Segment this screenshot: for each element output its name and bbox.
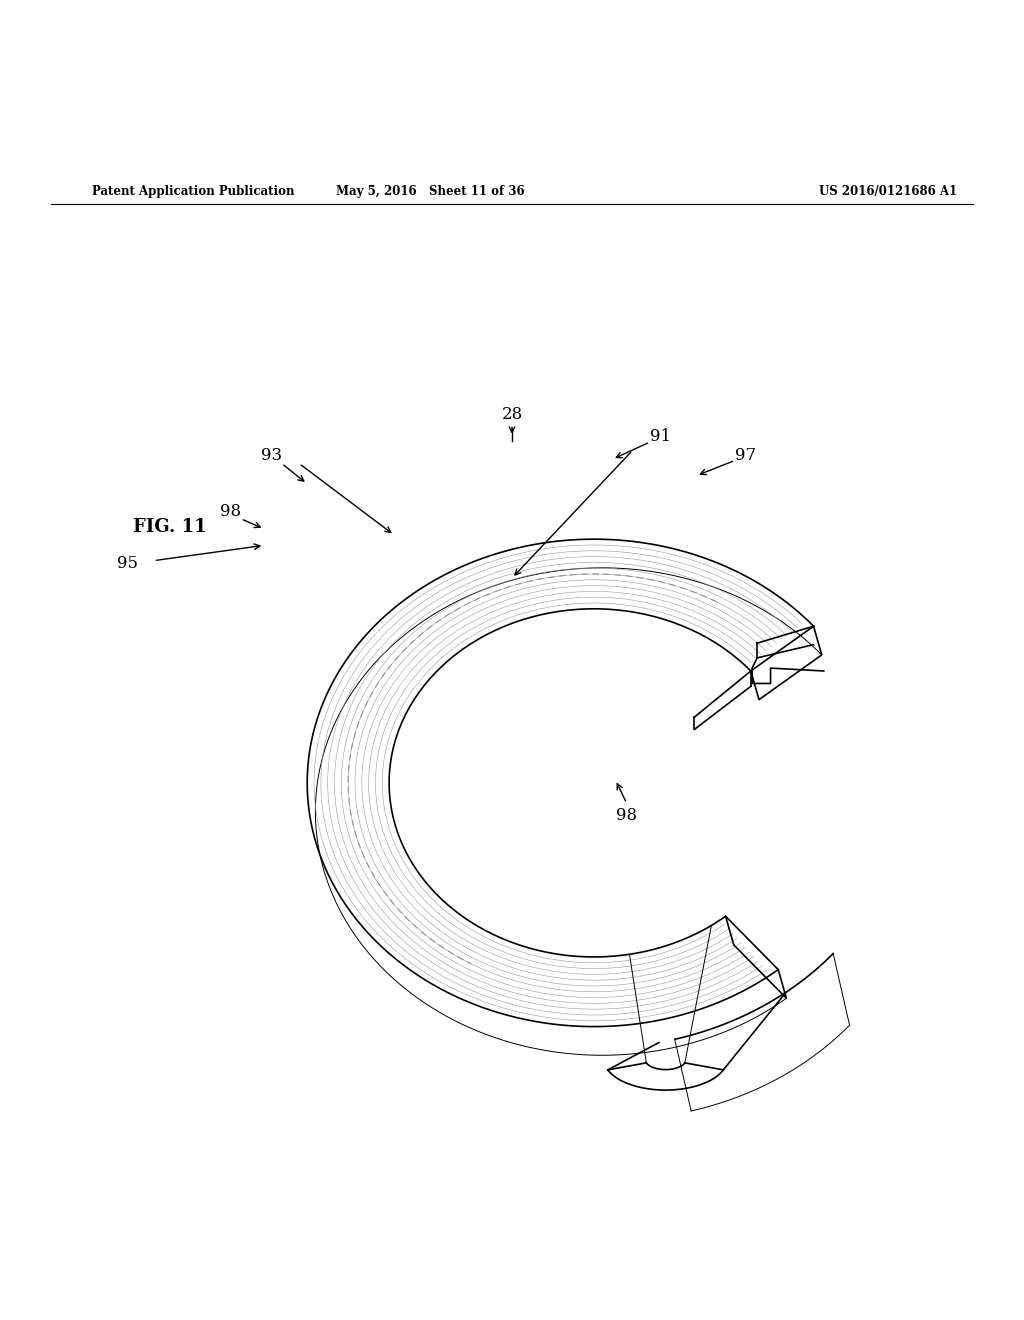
Text: 98: 98 [220,503,241,520]
Text: 28: 28 [502,405,522,422]
Text: 97: 97 [735,446,757,463]
Text: 98: 98 [616,807,637,824]
Text: FIG. 11: FIG. 11 [133,517,207,536]
Text: US 2016/0121686 A1: US 2016/0121686 A1 [819,185,957,198]
Text: Patent Application Publication: Patent Application Publication [92,185,295,198]
Text: 93: 93 [261,446,282,463]
Text: 95: 95 [117,556,138,573]
Text: 91: 91 [650,428,671,445]
Text: May 5, 2016   Sheet 11 of 36: May 5, 2016 Sheet 11 of 36 [336,185,524,198]
